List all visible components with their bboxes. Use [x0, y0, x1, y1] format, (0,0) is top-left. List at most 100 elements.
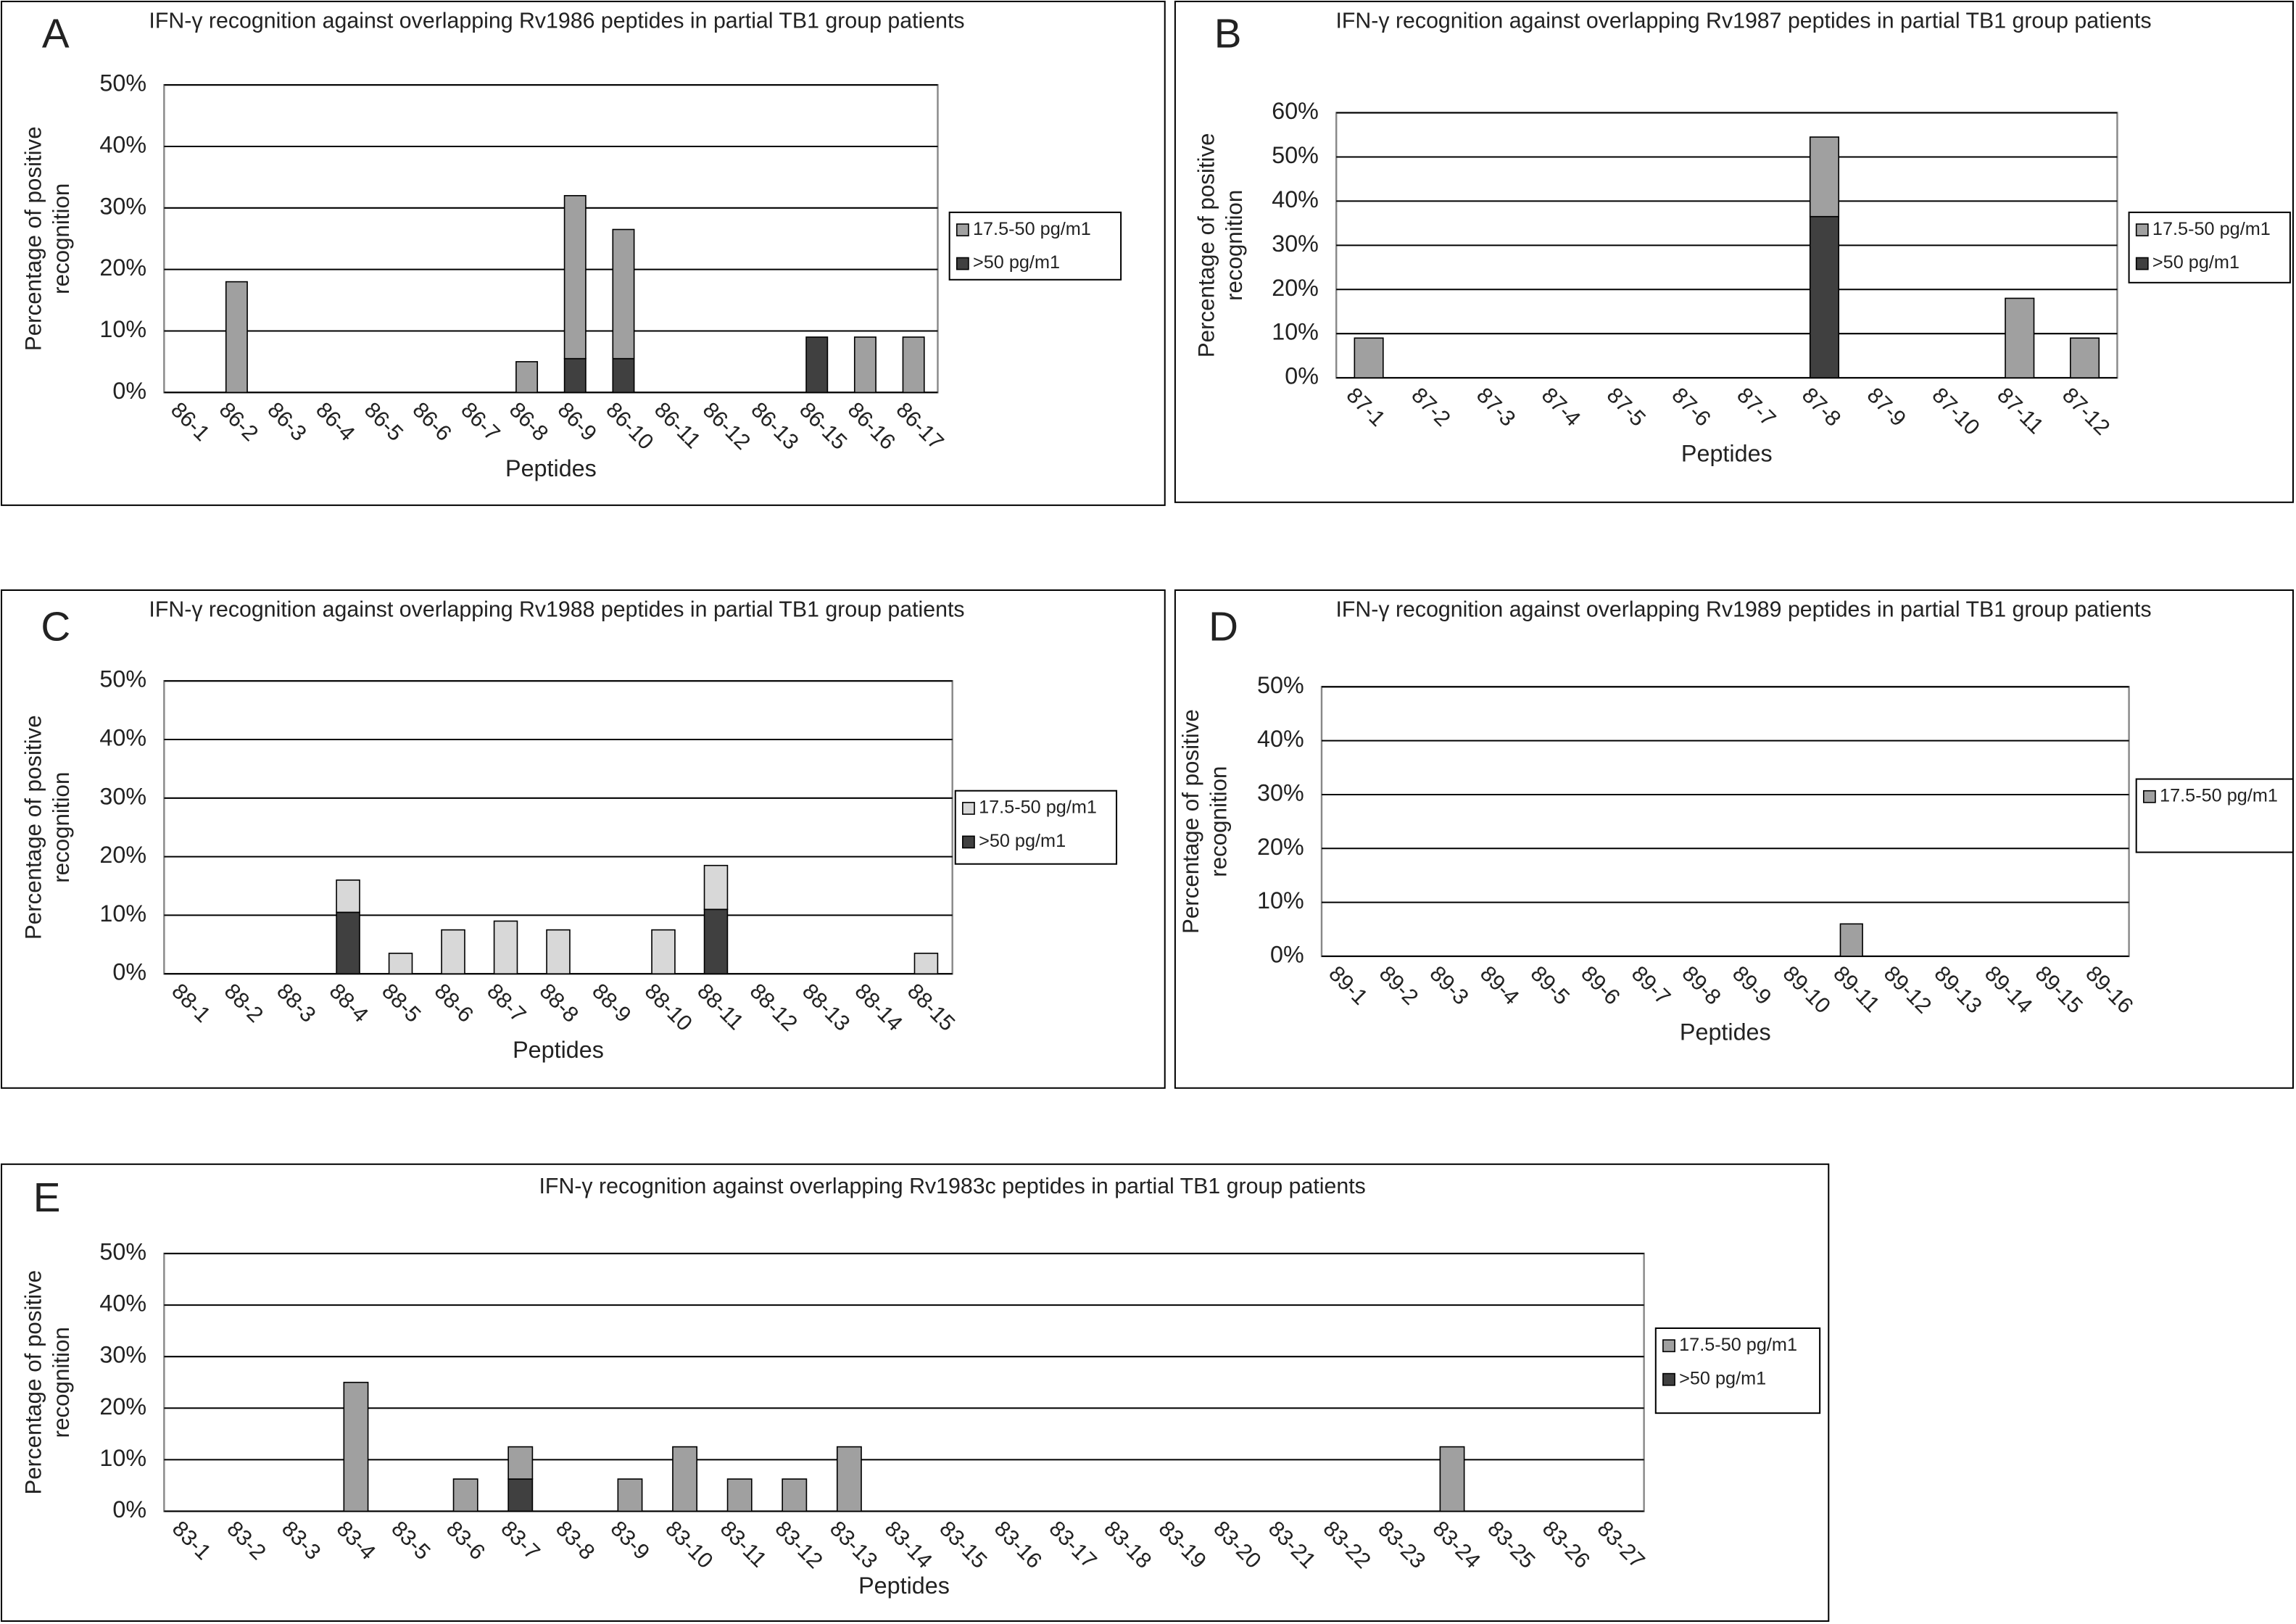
- bar-segment: [493, 920, 518, 974]
- legend-swatch: [2135, 223, 2149, 237]
- y-tick-label: 30%: [99, 1342, 146, 1368]
- legend-box: [2135, 778, 2294, 853]
- y-axis-label-box: Percentage of positive recognition: [22, 1269, 75, 1495]
- legend-label: >50 pg/m1: [1679, 1368, 1766, 1388]
- bar-segment: [507, 1446, 534, 1480]
- legend-label: 17.5-50 pg/m1: [2160, 785, 2278, 805]
- bar-segment: [563, 195, 587, 360]
- y-tick-label: 20%: [99, 1393, 146, 1420]
- y-tick-label: 40%: [99, 725, 146, 751]
- y-tick-label: 30%: [1272, 231, 1319, 257]
- bar-segment: [441, 929, 465, 974]
- bar-segment: [703, 864, 729, 911]
- y-tick-label: 0%: [112, 1496, 146, 1522]
- bar-segment: [1439, 1446, 1465, 1512]
- y-axis-label-box: Percentage of positive recognition: [1194, 133, 1248, 358]
- y-tick-label: 10%: [99, 316, 146, 342]
- legend-swatch: [2135, 257, 2149, 270]
- y-tick-label: 50%: [99, 666, 146, 692]
- legend-label: >50 pg/m1: [973, 252, 1060, 273]
- bar-segment: [805, 336, 829, 394]
- bar-segment: [617, 1478, 643, 1512]
- legend-label: 17.5-50 pg/m1: [973, 219, 1091, 239]
- y-tick-label: 40%: [99, 1290, 146, 1317]
- chart-title-box: IFN-γ recognition against overlapping Rv…: [1335, 597, 2151, 622]
- legend-box: [2128, 211, 2291, 283]
- bar-segment: [452, 1478, 478, 1512]
- legend-swatch: [2143, 790, 2156, 803]
- y-tick-label: 30%: [99, 783, 146, 809]
- panel-letter: D: [1209, 603, 1238, 649]
- y-axis-label: Percentage of positive recognition: [22, 715, 75, 940]
- bar-segment: [782, 1478, 808, 1512]
- panel-letter: E: [33, 1174, 61, 1220]
- bar-segment: [388, 953, 413, 974]
- bar-segment: [651, 929, 676, 974]
- bar-segment: [343, 1381, 369, 1512]
- panel-frame: [1174, 1, 2294, 503]
- bar-segment: [902, 336, 925, 394]
- legend-swatch: [1662, 1372, 1675, 1386]
- bar-segment: [836, 1446, 862, 1512]
- chart-title-box: IFN-γ recognition against overlapping Rv…: [1335, 9, 2152, 34]
- bar-segment: [726, 1478, 753, 1512]
- chart-title-box: IFN-γ recognition against overlapping Rv…: [149, 597, 965, 623]
- bar-segment: [563, 357, 587, 394]
- bar-segment: [703, 908, 729, 974]
- legend-swatch: [956, 223, 969, 237]
- bar-segment: [1809, 215, 1840, 378]
- y-tick-label: 0%: [1270, 941, 1304, 967]
- bar-segment: [853, 336, 876, 394]
- y-axis-label-box: Percentage of positive recognition: [22, 126, 75, 352]
- bar-segment: [507, 1478, 534, 1512]
- y-tick-label: 30%: [99, 193, 146, 219]
- bar-segment: [515, 361, 539, 394]
- bar-segment: [1354, 337, 1384, 378]
- y-tick-label: 50%: [1272, 142, 1319, 168]
- x-axis-label: Peptides: [513, 1037, 604, 1063]
- bar-segment: [2005, 297, 2035, 378]
- legend-swatch: [962, 835, 975, 849]
- chart-title: IFN-γ recognition against overlapping Rv…: [149, 9, 965, 34]
- bar-segment: [612, 357, 635, 394]
- bar-segment: [546, 929, 571, 974]
- chart-title: IFN-γ recognition against overlapping Rv…: [149, 597, 965, 623]
- y-tick-label: 20%: [1272, 275, 1319, 301]
- legend-label: 17.5-50 pg/m1: [2152, 219, 2271, 239]
- panel-frame: [1, 1163, 1830, 1622]
- bar-segment: [913, 953, 939, 974]
- y-tick-label: 20%: [99, 254, 146, 281]
- bar-segment: [225, 281, 248, 394]
- panel-letter: A: [42, 10, 70, 56]
- bar-segment: [2069, 337, 2100, 378]
- legend-label: >50 pg/m1: [2152, 252, 2239, 273]
- y-tick-label: 50%: [99, 70, 146, 96]
- y-tick-label: 0%: [1285, 363, 1319, 389]
- legend-label: 17.5-50 pg/m1: [1679, 1335, 1797, 1355]
- chart-title: IFN-γ recognition against overlapping Rv…: [1335, 9, 2152, 34]
- bar-segment: [612, 228, 635, 360]
- chart-panel: C IFN-γ recognition against overlapping R…: [1, 589, 1166, 1089]
- legend-label: >50 pg/m1: [979, 831, 1066, 851]
- panel-frame: [1174, 589, 2294, 1089]
- bar-segment: [1839, 923, 1863, 957]
- y-tick-label: 10%: [1272, 319, 1319, 345]
- y-tick-label: 40%: [99, 132, 146, 158]
- y-axis-label: Percentage of positive recognition: [22, 126, 75, 352]
- chart-panel: E IFN-γ recognition against overlapping R…: [1, 1163, 1830, 1622]
- x-axis-label: Peptides: [1681, 441, 1773, 467]
- chart-title: IFN-γ recognition against overlapping Rv…: [539, 1174, 1366, 1200]
- bar-segment: [336, 911, 360, 975]
- y-axis-label: Percentage of positive recognition: [1194, 133, 1248, 358]
- chart-panel: A IFN-γ recognition against overlapping R…: [1, 1, 1166, 506]
- chart-title-box: IFN-γ recognition against overlapping Rv…: [149, 9, 965, 34]
- x-axis-label: Peptides: [505, 455, 597, 481]
- y-axis-label-box: Percentage of positive recognition: [1180, 709, 1233, 934]
- chart-panel: D IFN-γ recognition against overlapping R…: [1174, 589, 2294, 1089]
- legend-label: 17.5-50 pg/m1: [979, 798, 1097, 818]
- legend-box: [948, 211, 1122, 281]
- y-axis-label: Percentage of positive recognition: [22, 1269, 75, 1495]
- y-tick-label: 30%: [1257, 780, 1304, 806]
